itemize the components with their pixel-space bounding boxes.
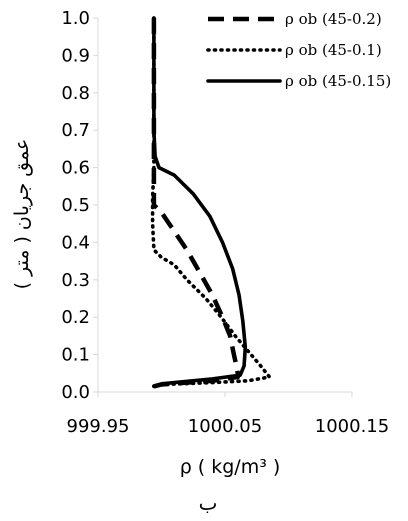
axes-layer: 0.0 0.1 0.2 0.3 0.4 0.5 0.6 0.7 0.8 0.9 1.0 999.95 1… <box>61 8 389 437</box>
panel-label: ب <box>199 491 218 515</box>
series-line-dashed <box>151 18 240 389</box>
y-tick-label: 1.0 <box>61 8 90 29</box>
y-tick-label: 0.6 <box>61 158 90 179</box>
y-tick-label: 0.2 <box>61 307 90 328</box>
y-tick-label: 0.5 <box>61 195 90 216</box>
legend-label: ρ ob (45-0.2) <box>285 10 382 28</box>
series-layer <box>150 16 272 389</box>
legend-label: ρ ob (45-0.15) <box>285 72 391 90</box>
y-tick-label: 0.4 <box>61 232 90 253</box>
x-tick-label: 1000.05 <box>188 416 262 437</box>
x-tick-label: 1000.15 <box>315 416 389 437</box>
y-tick-label: 0.9 <box>61 45 90 66</box>
y-tick-label: 0.3 <box>61 270 90 291</box>
x-tick-label: 999.95 <box>67 416 130 437</box>
legend-label: ρ ob (45-0.1) <box>285 41 382 59</box>
x-axis-title: ρ ( kg/m³ ) <box>180 456 281 478</box>
y-tick-label: 0.7 <box>61 120 90 141</box>
y-tick-label: 0.0 <box>61 382 90 403</box>
y-tick-label: 0.8 <box>61 83 90 104</box>
series-line-solid <box>152 16 248 388</box>
y-tick-label: 0.1 <box>61 345 90 366</box>
y-axis-title: عمق جریان ( متر ) <box>11 139 33 290</box>
legend: ρ ob (45-0.2) ρ ob (45-0.1) ρ ob (45-0.15) <box>206 10 391 90</box>
series-line-dotted <box>150 16 272 389</box>
